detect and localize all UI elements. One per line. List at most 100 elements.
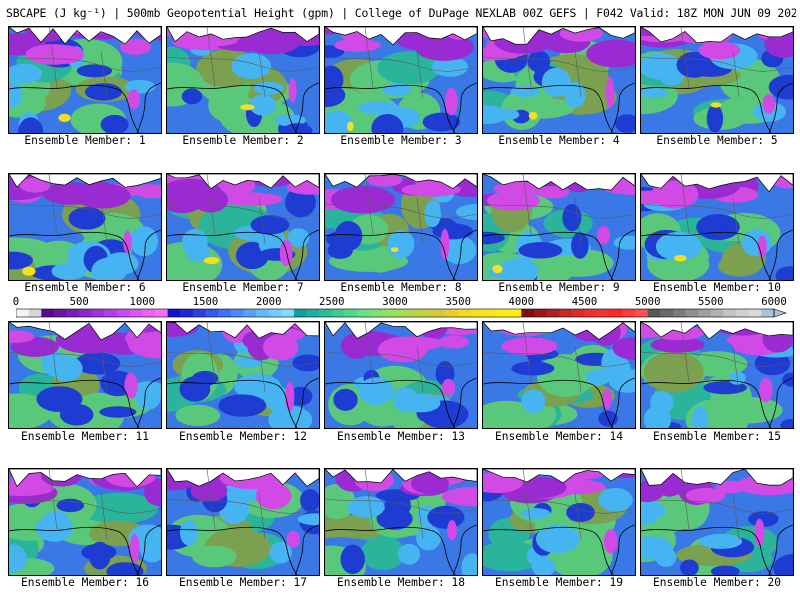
state-border-line (167, 56, 319, 72)
coastline (641, 229, 793, 280)
cape-region-low (518, 242, 563, 259)
cape-peninsula-minimum (605, 76, 615, 109)
cape-region-low (9, 544, 27, 573)
cape-local-maximum (203, 257, 220, 264)
state-border-line (364, 27, 424, 98)
colorbar-overflow-arrow (773, 308, 787, 318)
coastline (9, 377, 161, 428)
no-data-region (483, 27, 635, 45)
coastline (325, 377, 477, 428)
ensemble-map-13 (324, 321, 478, 429)
coastline (325, 524, 477, 575)
no-data-region (167, 469, 319, 487)
colorbar-swatch (483, 309, 497, 317)
state-border-line (364, 322, 424, 393)
no-data-region (641, 469, 793, 486)
colorbar-swatch (369, 309, 383, 317)
colorbar-swatch (230, 309, 244, 317)
cape-region-low (9, 251, 33, 270)
cape-region-low (521, 389, 546, 414)
colorbar-swatch (533, 309, 547, 317)
cape-peninsula-minimum (602, 388, 612, 410)
cape-region-minimal (144, 479, 161, 507)
state-border-line (9, 203, 161, 219)
colorbar-tick-label: 2000 (255, 296, 282, 308)
cape-region-low (333, 388, 358, 411)
cape-region-low (181, 229, 208, 256)
colorbar-tick-label: 5000 (634, 296, 661, 308)
ensemble-map-10 (640, 173, 794, 281)
cape-region-low (432, 223, 474, 240)
cape-region-low (181, 88, 203, 105)
cape-region-minimal (586, 39, 635, 68)
cape-region-low (680, 559, 699, 575)
cape-region-low (431, 56, 469, 77)
colorbar-swatch (16, 309, 29, 317)
colorbar-swatch (256, 309, 269, 317)
ensemble-member-label: Ensemble Member: 1 (24, 134, 146, 147)
cape-region-minimal (255, 482, 292, 510)
coastline (167, 82, 319, 133)
colorbar-swatch (445, 309, 459, 317)
colorbar-tick-label: 1500 (192, 296, 219, 308)
cape-region-minimal (43, 45, 84, 64)
ensemble-map-3 (324, 26, 478, 134)
cape-peninsula-minimum (757, 235, 767, 258)
cape-map (325, 469, 477, 575)
state-border-line (364, 469, 424, 540)
cape-region-low (76, 64, 113, 78)
state-border-line (641, 203, 793, 219)
cape-region-low (325, 110, 353, 133)
ensemble-member-label: Ensemble Member: 8 (340, 281, 462, 294)
no-data-region (325, 27, 477, 46)
state-border-line (641, 56, 793, 72)
ensemble-map-4 (482, 26, 636, 134)
colorbar-tick-label: 3000 (382, 296, 408, 308)
cape-region-moderate (377, 51, 441, 85)
cape-region-low (441, 236, 477, 265)
cape-region-moderate (360, 536, 406, 571)
cape-region-low (325, 83, 346, 108)
no-data-region (9, 469, 161, 488)
cape-region-low (250, 215, 290, 235)
cape-region-moderate (208, 87, 251, 123)
coastline (167, 377, 319, 428)
state-border-line (325, 351, 477, 367)
cape-region-minimal (764, 32, 793, 58)
colorbar-swatch (117, 309, 130, 317)
colorbar-swatch (748, 309, 762, 317)
cape-map (483, 469, 635, 575)
colorbar-swatch (496, 309, 509, 317)
colorbar-swatch (420, 309, 434, 317)
colorbar-swatch (192, 309, 206, 317)
cape-region-minimal (134, 184, 161, 199)
cape-region-low (179, 520, 198, 546)
state-border-line (167, 498, 319, 514)
coastline (641, 524, 793, 575)
colorbar-swatch (723, 309, 737, 317)
cape-map (167, 322, 319, 428)
coastline (9, 229, 161, 280)
ensemble-map-18 (324, 468, 478, 576)
cape-map (9, 174, 161, 280)
cape-region-low (74, 352, 121, 375)
cape-region-low (282, 123, 313, 133)
ensemble-map-15 (640, 321, 794, 429)
cape-peninsula-minimum (285, 381, 295, 412)
cape-region-low (706, 104, 724, 133)
colorbar-strip (16, 308, 787, 318)
colorbar-swatch (154, 309, 168, 317)
colorbar-swatch (508, 309, 522, 317)
no-data-region (167, 322, 319, 339)
no-data-region (325, 469, 477, 484)
colorbar-swatch (104, 309, 118, 317)
cape-local-maximum (492, 264, 503, 274)
colorbar-swatch (344, 309, 358, 317)
cape-map (9, 322, 161, 428)
cape-region-minimal (493, 181, 543, 196)
colorbar-swatch (167, 309, 181, 317)
ensemble-member-label: Ensemble Member: 18 (337, 576, 465, 589)
state-border-line (48, 174, 108, 245)
state-border-line (483, 203, 635, 219)
cape-peninsula-minimum (127, 89, 140, 110)
